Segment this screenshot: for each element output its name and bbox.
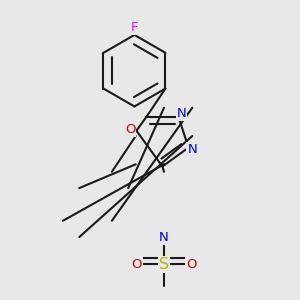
Text: S: S [159, 257, 169, 272]
Text: F: F [131, 21, 138, 34]
Text: O: O [125, 123, 135, 136]
Text: O: O [131, 258, 142, 271]
Text: O: O [186, 258, 196, 271]
Text: N: N [187, 142, 197, 156]
Text: N: N [159, 231, 169, 244]
Text: N: N [177, 107, 187, 120]
